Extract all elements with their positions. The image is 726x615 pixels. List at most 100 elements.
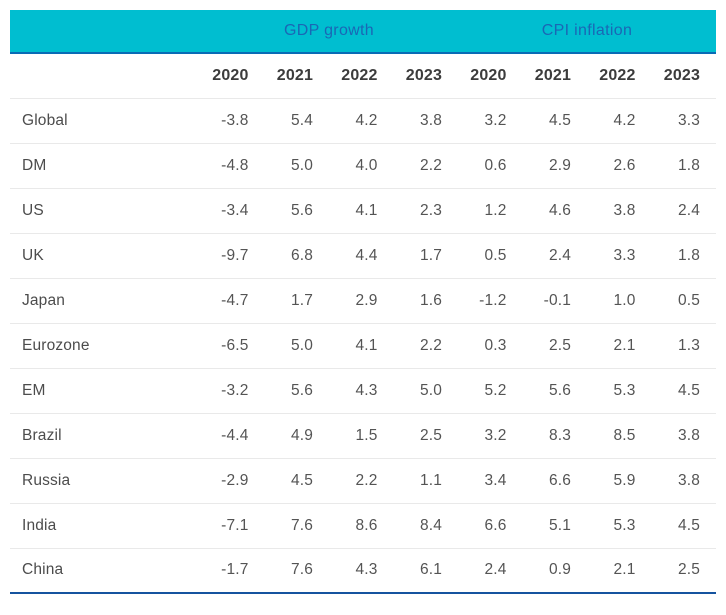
value-cell: 4.5 xyxy=(548,111,571,129)
value-cell: 5.2 xyxy=(484,381,507,399)
value-cell: -9.7 xyxy=(221,246,249,264)
value-cell: 2.6 xyxy=(613,156,636,174)
value-cell: 5.6 xyxy=(290,201,313,219)
year-header: 2022 xyxy=(599,66,636,84)
value-cell: -3.8 xyxy=(221,111,249,129)
table-row: India -7.1 7.6 8.6 8.4 6.6 5.1 5.3 4.5 xyxy=(10,503,716,548)
table-row: Brazil -4.4 4.9 1.5 2.5 3.2 8.3 8.5 3.8 xyxy=(10,413,716,458)
value-cell: -0.1 xyxy=(543,291,571,309)
value-cell: 0.6 xyxy=(484,156,507,174)
row-label: India xyxy=(22,516,57,534)
value-cell: 3.3 xyxy=(677,111,700,129)
year-header: 2023 xyxy=(405,66,442,84)
value-cell: 3.2 xyxy=(484,111,507,129)
year-header: 2021 xyxy=(534,66,571,84)
value-cell: 5.3 xyxy=(613,381,636,399)
row-label: DM xyxy=(22,156,47,174)
value-cell: 8.5 xyxy=(613,426,636,444)
table-row: China -1.7 7.6 4.3 6.1 2.4 0.9 2.1 2.5 xyxy=(10,548,716,593)
table-row: DM -4.8 5.0 4.0 2.2 0.6 2.9 2.6 1.8 xyxy=(10,143,716,188)
value-cell: 2.1 xyxy=(613,336,636,354)
value-cell: 8.4 xyxy=(419,516,442,534)
value-cell: 0.9 xyxy=(548,561,571,579)
value-cell: 4.2 xyxy=(613,111,636,129)
value-cell: 0.5 xyxy=(484,246,507,264)
value-cell: 4.6 xyxy=(548,201,571,219)
value-cell: 4.0 xyxy=(355,156,378,174)
value-cell: 5.3 xyxy=(613,516,636,534)
value-cell: 2.5 xyxy=(548,336,571,354)
value-cell: 8.6 xyxy=(355,516,378,534)
value-cell: 1.5 xyxy=(355,426,378,444)
value-cell: 1.8 xyxy=(677,246,700,264)
value-cell: 3.8 xyxy=(419,111,442,129)
value-cell: 3.8 xyxy=(677,471,700,489)
value-cell: 2.2 xyxy=(355,471,378,489)
value-cell: -7.1 xyxy=(221,516,249,534)
row-label: Brazil xyxy=(22,426,62,444)
row-label: Japan xyxy=(22,291,66,309)
value-cell: 1.8 xyxy=(677,156,700,174)
row-label: Eurozone xyxy=(22,336,90,354)
corner-cell xyxy=(10,10,200,54)
value-cell: 5.0 xyxy=(290,336,313,354)
value-cell: -4.4 xyxy=(221,426,249,444)
value-cell: -4.7 xyxy=(221,291,249,309)
value-cell: 7.6 xyxy=(290,561,313,579)
value-cell: 5.1 xyxy=(548,516,571,534)
value-cell: 2.9 xyxy=(548,156,571,174)
group-header-row: GDP growth CPI inflation xyxy=(10,10,716,54)
value-cell: 5.6 xyxy=(548,381,571,399)
value-cell: 2.2 xyxy=(419,156,442,174)
value-cell: 3.2 xyxy=(484,426,507,444)
value-cell: 4.1 xyxy=(355,201,378,219)
value-cell: 5.9 xyxy=(613,471,636,489)
value-cell: 1.7 xyxy=(419,246,442,264)
value-cell: -3.4 xyxy=(221,201,249,219)
value-cell: 4.5 xyxy=(677,516,700,534)
value-cell: 5.0 xyxy=(419,381,442,399)
row-label: China xyxy=(22,561,64,579)
table-row: EM -3.2 5.6 4.3 5.0 5.2 5.6 5.3 4.5 xyxy=(10,368,716,413)
value-cell: 2.9 xyxy=(355,291,378,309)
value-cell: 1.0 xyxy=(613,291,636,309)
value-cell: -1.2 xyxy=(479,291,507,309)
year-header-row: 2020 2021 2022 2023 2020 2021 2022 2023 xyxy=(10,53,716,98)
value-cell: 4.5 xyxy=(290,471,313,489)
value-cell: 4.2 xyxy=(355,111,378,129)
value-cell: 0.3 xyxy=(484,336,507,354)
value-cell: 1.3 xyxy=(677,336,700,354)
value-cell: 6.6 xyxy=(548,471,571,489)
value-cell: 5.6 xyxy=(290,381,313,399)
value-cell: -2.9 xyxy=(221,471,249,489)
value-cell: 4.1 xyxy=(355,336,378,354)
macro-forecast-table: GDP growth CPI inflation 2020 2021 2022 202… xyxy=(10,10,716,594)
table-row: Eurozone -6.5 5.0 4.1 2.2 0.3 2.5 2.1 1.3 xyxy=(10,323,716,368)
value-cell: 5.4 xyxy=(290,111,313,129)
value-cell: 1.2 xyxy=(484,201,507,219)
value-cell: 6.8 xyxy=(290,246,313,264)
value-cell: 2.2 xyxy=(419,336,442,354)
value-cell: 3.3 xyxy=(613,246,636,264)
value-cell: 2.3 xyxy=(419,201,442,219)
table-row: Japan -4.7 1.7 2.9 1.6 -1.2 -0.1 1.0 0.5 xyxy=(10,278,716,323)
value-cell: 5.0 xyxy=(290,156,313,174)
value-cell: 1.6 xyxy=(419,291,442,309)
year-header: 2020 xyxy=(212,66,249,84)
year-header: 2021 xyxy=(276,66,313,84)
table-row: Global -3.8 5.4 4.2 3.8 3.2 4.5 4.2 3.3 xyxy=(10,98,716,143)
value-cell: -4.8 xyxy=(221,156,249,174)
value-cell: 2.4 xyxy=(677,201,700,219)
value-cell: 3.8 xyxy=(677,426,700,444)
row-label: US xyxy=(22,201,44,219)
value-cell: 4.4 xyxy=(355,246,378,264)
table-row: Russia -2.9 4.5 2.2 1.1 3.4 6.6 5.9 3.8 xyxy=(10,458,716,503)
value-cell: 4.3 xyxy=(355,561,378,579)
value-cell: -1.7 xyxy=(221,561,249,579)
value-cell: -6.5 xyxy=(221,336,249,354)
value-cell: 7.6 xyxy=(290,516,313,534)
year-header: 2022 xyxy=(341,66,378,84)
value-cell: 4.5 xyxy=(677,381,700,399)
row-label: UK xyxy=(22,246,44,264)
group-label-gdp-growth: GDP growth xyxy=(200,10,458,54)
